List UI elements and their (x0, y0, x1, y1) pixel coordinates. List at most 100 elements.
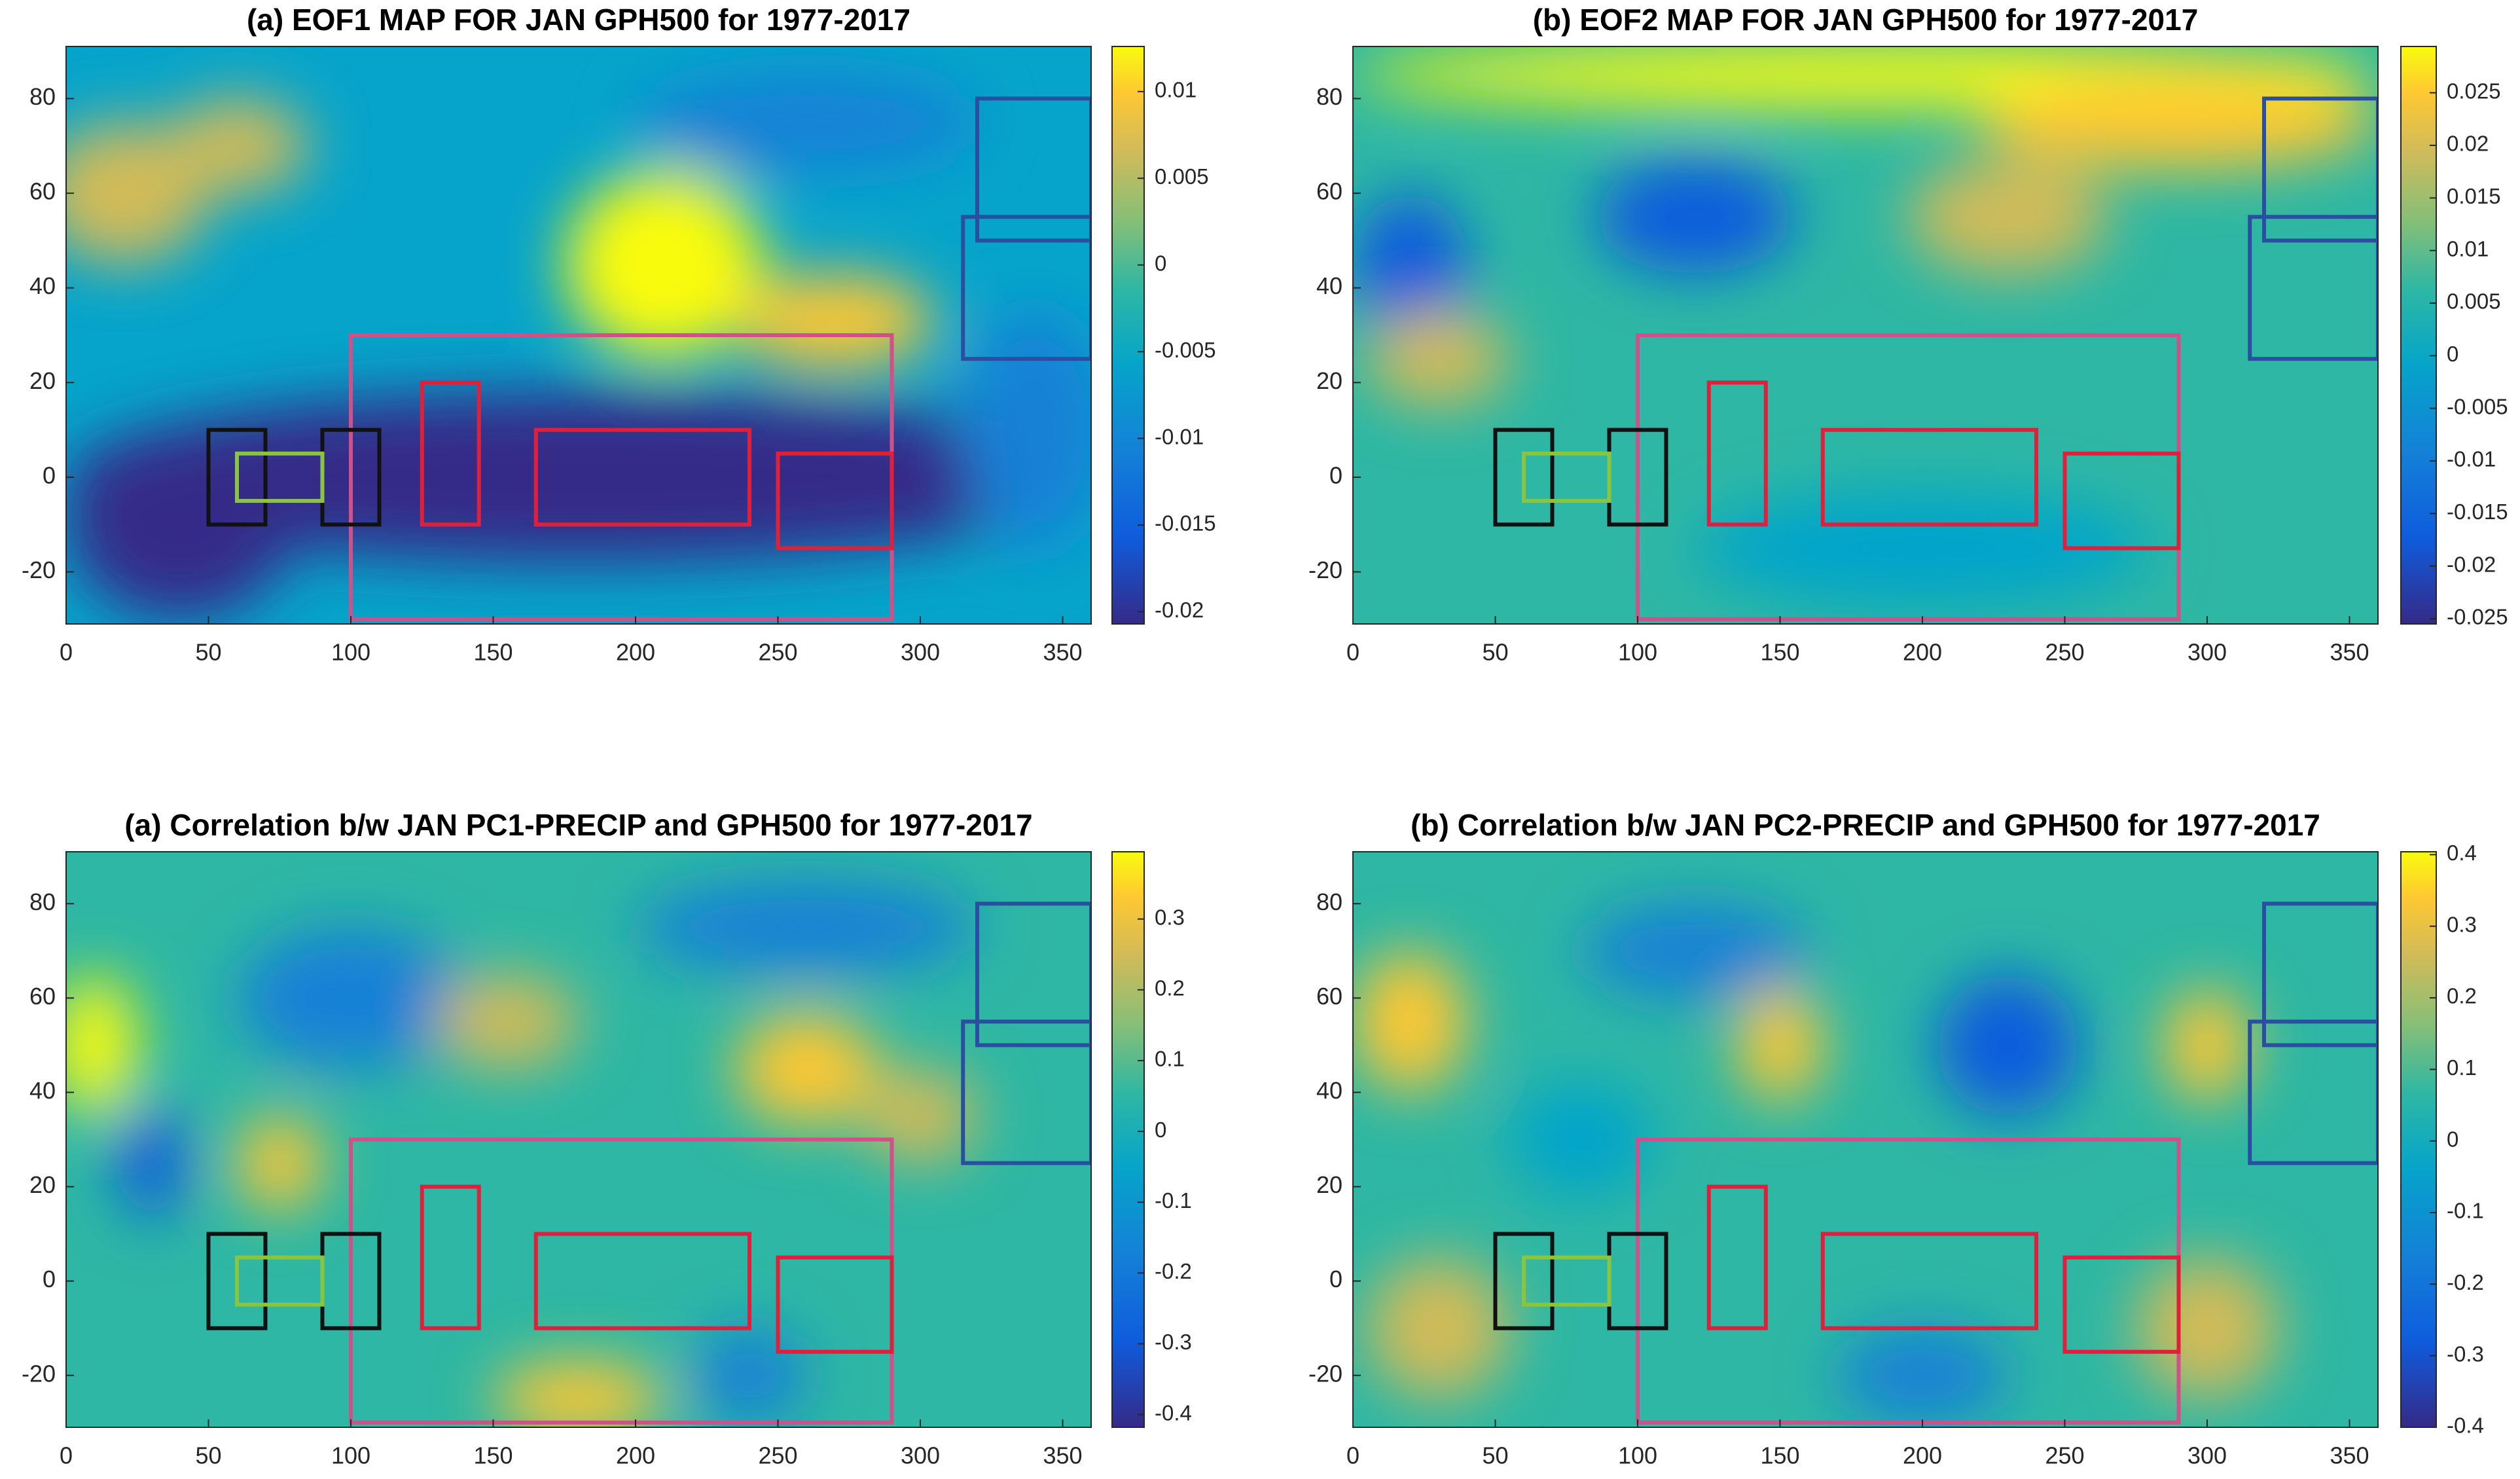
colorbar (2400, 46, 2437, 625)
field-blob (237, 927, 465, 1069)
field-blob (1737, 988, 1823, 1102)
region-box (776, 451, 894, 551)
region-box (2262, 902, 2378, 1048)
region-box (975, 96, 1091, 243)
axes-frame (1352, 851, 2379, 1428)
region-box (1522, 1255, 1611, 1307)
field-blob (1979, 75, 2378, 170)
axes-frame (1352, 46, 2379, 625)
region-box (235, 1255, 325, 1307)
x-tick-label: 0 (60, 1442, 73, 1469)
panel-title: (a) EOF1 MAP FOR JAN GPH500 for 1977-201… (247, 3, 910, 37)
y-tick-label: -20 (1308, 557, 1342, 583)
x-tick-label: 50 (195, 639, 221, 666)
region-box (533, 1232, 751, 1330)
x-tick-label: 100 (1618, 1442, 1657, 1469)
y-tick-label: 0 (1329, 1266, 1342, 1292)
colorbar-tick-label: -0.005 (2447, 394, 2508, 418)
axes-frame (65, 851, 1092, 1428)
region-box (2062, 451, 2181, 551)
colorbar-tick-label: 0 (1155, 1118, 1166, 1142)
field-blob (1594, 160, 1795, 274)
field-blob (1837, 1328, 2008, 1423)
region-box (961, 1019, 1091, 1165)
colorbar-tick-label: -0.3 (1155, 1330, 1192, 1354)
field-blobs (66, 880, 977, 1427)
colorbar-tick-label: 0.4 (2447, 841, 2477, 865)
region-box (1706, 380, 1768, 527)
field-blob (1353, 951, 1467, 1093)
field-blob (66, 974, 137, 1116)
y-tick-label: -20 (22, 557, 56, 583)
field-blob (1353, 193, 1467, 335)
colorbar-tick-label: 0.2 (2447, 984, 2477, 1008)
colorbar-tick-label: -0.1 (2447, 1199, 2484, 1223)
field-blob (166, 98, 308, 194)
panel: (b) Correlation b/w JAN PC2-PRECIP and G… (1308, 808, 2484, 1469)
colorbar-tick-label: 0.015 (2447, 184, 2501, 208)
region-box (1493, 1232, 1555, 1330)
x-tick-label: 250 (758, 639, 797, 666)
field (1353, 46, 2378, 624)
x-tick-label: 250 (2045, 639, 2084, 666)
x-tick-label: 50 (1482, 1442, 1508, 1469)
x-tick-label: 300 (901, 1442, 940, 1469)
x-tick-label: 350 (1043, 1442, 1082, 1469)
colorbar (1111, 851, 1145, 1428)
colorbar-tick-label: -0.015 (1155, 511, 1216, 536)
colorbar-tick-label: -0.3 (2447, 1342, 2484, 1366)
field-blob (1509, 1083, 1652, 1196)
region-box (1820, 1232, 2038, 1330)
panel-title: (b) Correlation b/w JAN PC2-PRECIP and G… (1411, 808, 2320, 842)
y-tick-label: 0 (1329, 462, 1342, 488)
y-tick-label: 60 (1316, 983, 1342, 1010)
region-box (533, 428, 751, 527)
field-blob (1581, 904, 1809, 998)
field-blob (1367, 311, 1510, 407)
region-box (1820, 428, 2038, 527)
field-blob (636, 880, 977, 975)
x-tick-label: 200 (616, 1442, 655, 1469)
y-tick-label: 40 (29, 272, 56, 299)
y-tick-label: -20 (22, 1360, 56, 1387)
field-blob (1908, 160, 2108, 274)
x-tick-label: 250 (2045, 1442, 2084, 1469)
colorbar-tick-label: -0.025 (2447, 605, 2508, 629)
colorbar-tick-label: -0.4 (2447, 1414, 2484, 1438)
field-blob (863, 1068, 977, 1163)
x-tick-label: 350 (1043, 639, 1082, 666)
field-blob (2136, 1257, 2278, 1399)
colorbar-tick-label: 0.005 (1155, 164, 1209, 189)
x-tick-label: 250 (758, 1442, 797, 1469)
region-box (2262, 96, 2378, 243)
field-blob (493, 1361, 664, 1427)
y-tick-label: 80 (29, 83, 56, 110)
y-tick-label: 80 (29, 888, 56, 915)
field-blob (1936, 974, 2079, 1116)
region-box (776, 1255, 894, 1354)
colorbar-tick-label: 0.3 (1155, 905, 1185, 929)
colorbar-tick-label: 0.005 (2447, 289, 2501, 314)
colorbar-tick-label: -0.015 (2447, 500, 2508, 524)
colorbar-tick-label: -0.2 (2447, 1270, 2484, 1294)
colorbar-tick-label: -0.02 (2447, 552, 2496, 576)
field-blob (564, 169, 764, 359)
x-tick-label: 200 (1903, 639, 1942, 666)
x-tick-label: 100 (331, 1442, 370, 1469)
x-tick-label: 100 (1618, 639, 1657, 666)
field (1353, 852, 2378, 1427)
x-tick-label: 300 (901, 639, 940, 666)
colorbar-tick-label: 0.01 (2447, 236, 2489, 261)
colorbar-tick-label: -0.1 (1155, 1188, 1192, 1213)
x-tick-label: 50 (195, 1442, 221, 1469)
colorbar-tick-label: -0.01 (2447, 447, 2496, 471)
region-box (206, 1232, 268, 1330)
y-tick-label: 40 (29, 1077, 56, 1104)
y-tick-label: 20 (29, 367, 56, 394)
colorbar-tick-label: -0.01 (1155, 424, 1204, 448)
y-tick-label: 40 (1316, 1077, 1342, 1104)
field-blobs (1353, 904, 2278, 1423)
region-box (206, 428, 268, 527)
colorbar-tick-label: 0 (1155, 251, 1166, 275)
